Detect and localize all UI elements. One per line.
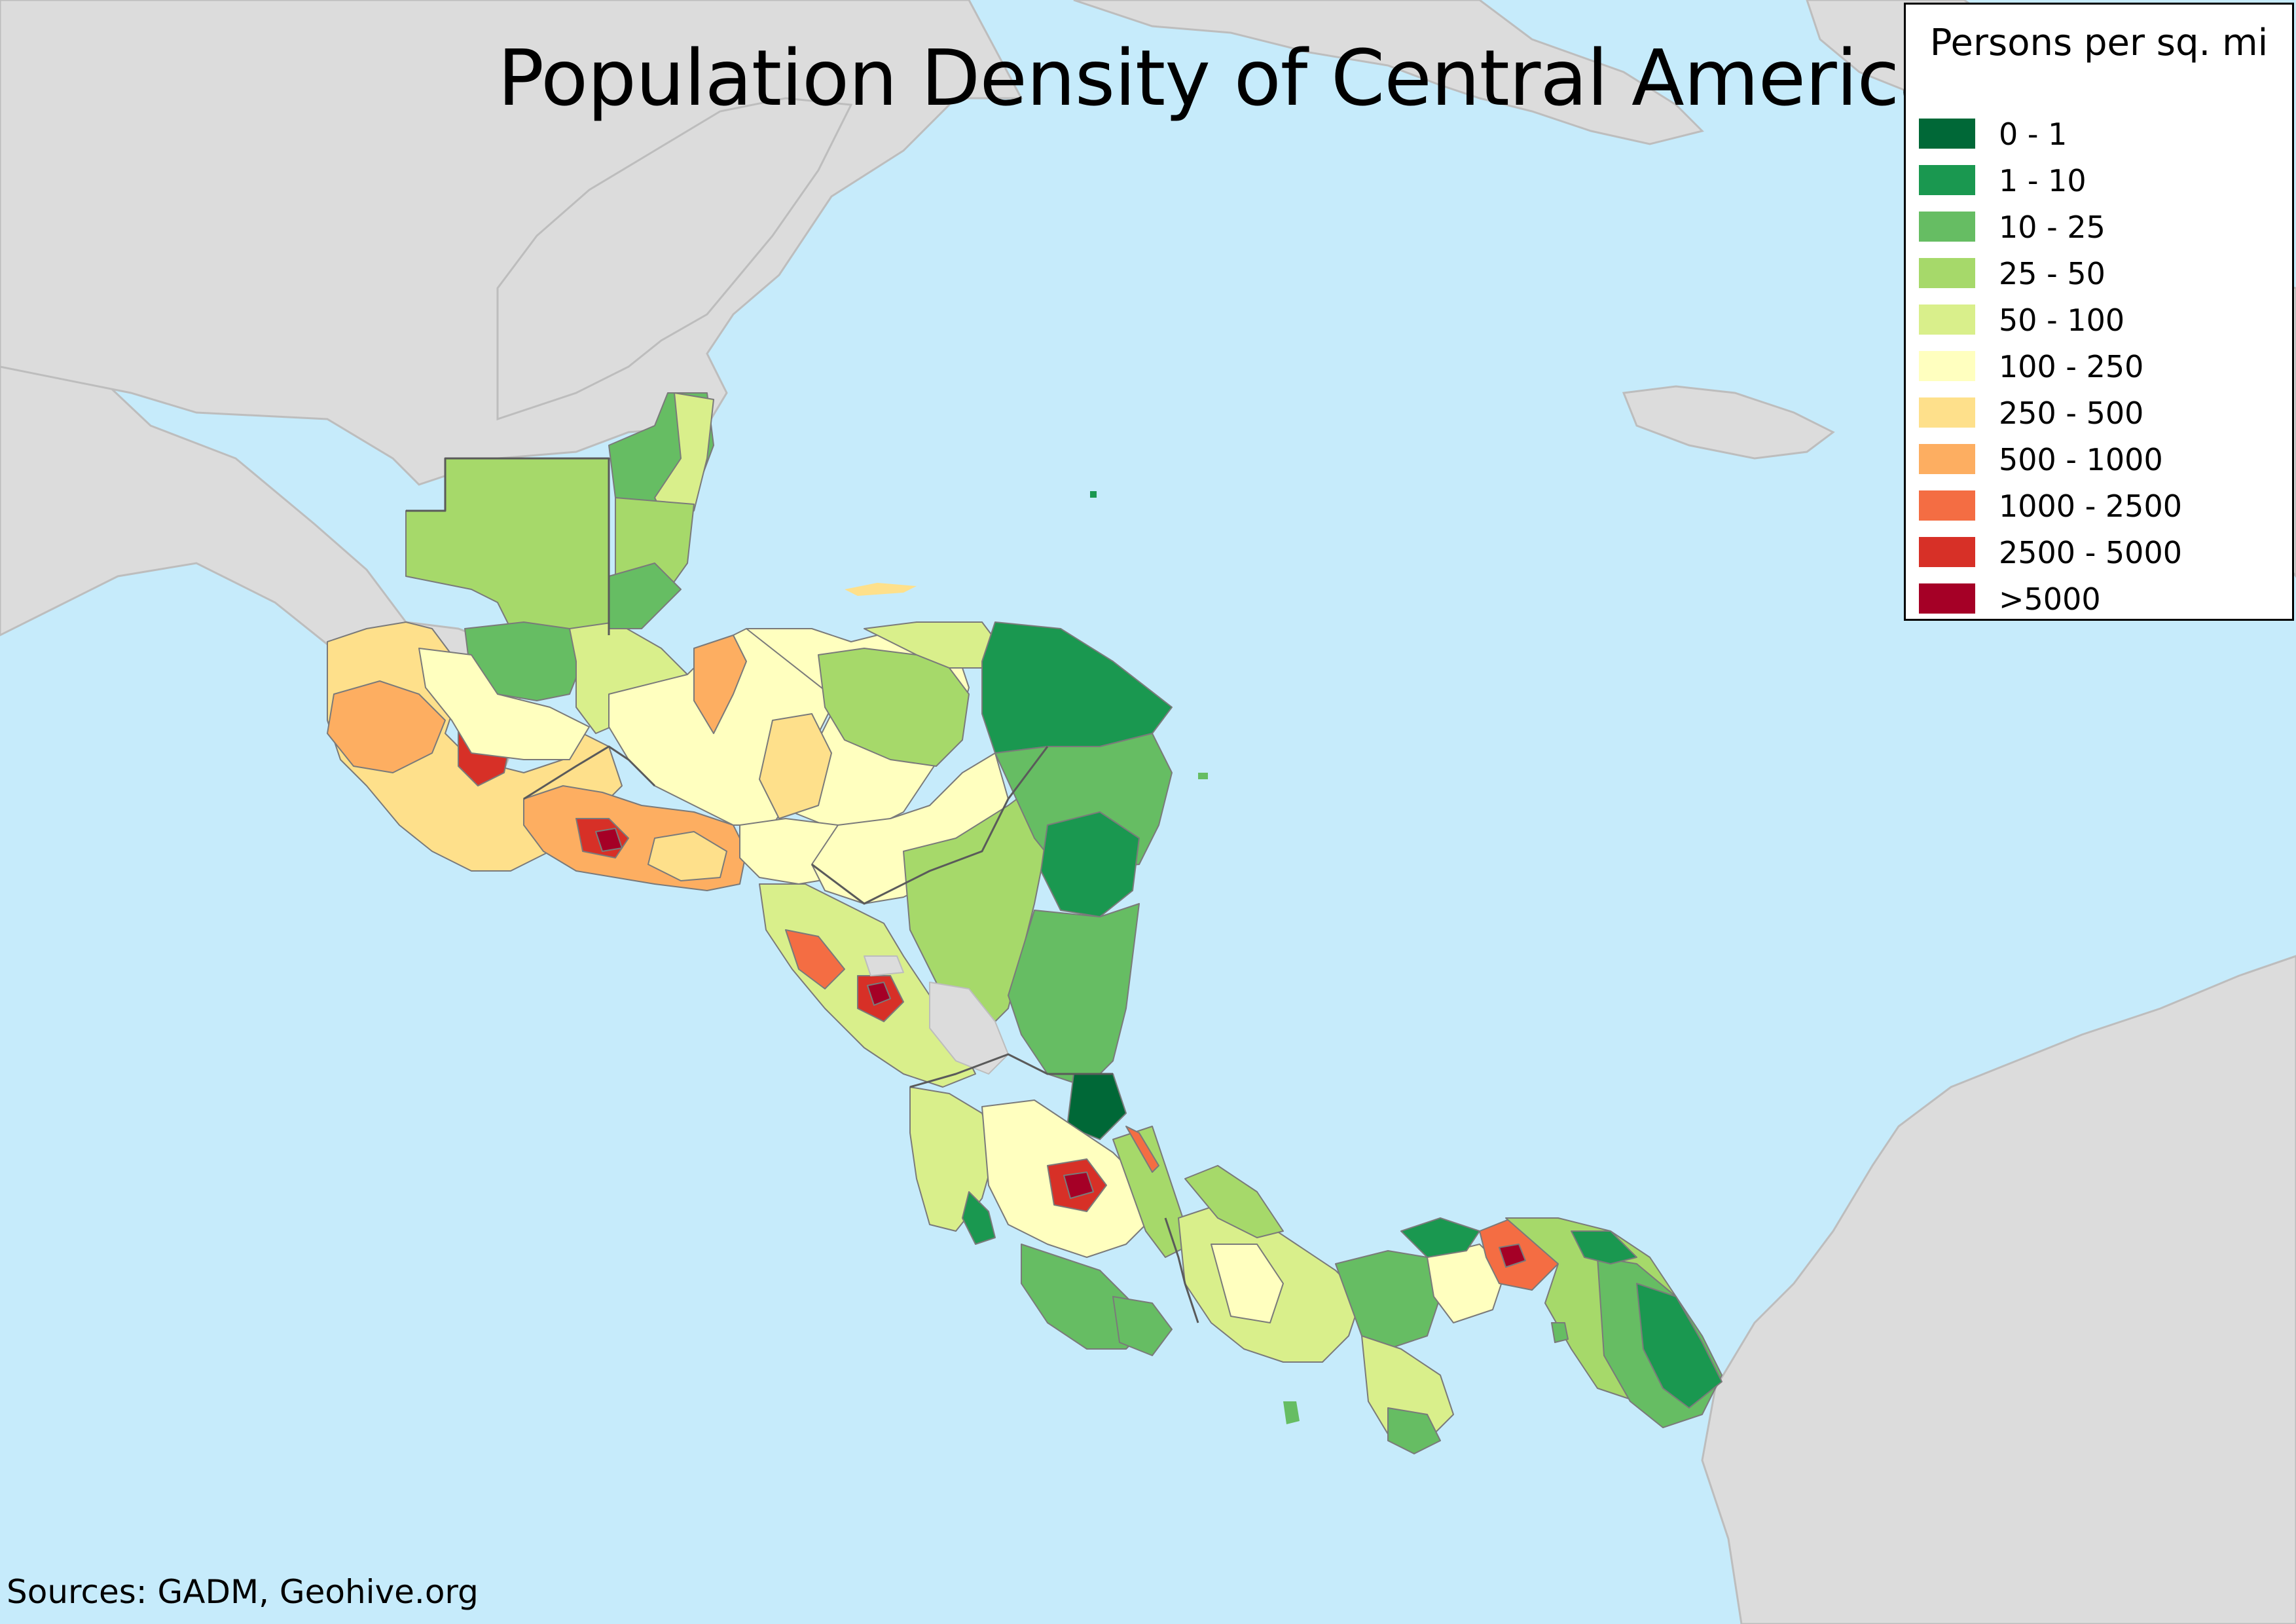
region-el-salvador-east: [647, 831, 727, 881]
region-chiriqui-central: [1211, 1244, 1284, 1323]
legend-item: 0 - 1: [1919, 116, 2286, 153]
legend-label: 0 - 1: [1999, 117, 2068, 152]
central-america-regions: [327, 392, 1722, 1454]
legend-swatch: [1919, 537, 1975, 567]
region-raas: [1008, 903, 1140, 1088]
region-azuero-south: [1387, 1407, 1441, 1454]
legend-item: 1000 - 2500: [1919, 488, 2286, 525]
region-darien-east: [1636, 1283, 1722, 1409]
legend-item: 25 - 50: [1919, 255, 2286, 292]
legend-item: 500 - 1000: [1919, 441, 2286, 478]
region-guatemala-east: [418, 648, 590, 760]
legend-label: 500 - 1000: [1999, 442, 2163, 477]
legend-item: 250 - 500: [1919, 395, 2286, 432]
border-guatemala-el-salvador: [523, 745, 656, 800]
region-cocle: [1427, 1244, 1506, 1323]
legend-label: 10 - 25: [1999, 210, 2105, 245]
region-bocas: [1184, 1165, 1284, 1238]
legend-label: 1 - 10: [1999, 163, 2086, 198]
legend-swatch: [1919, 212, 1975, 242]
lake-managua: [864, 955, 904, 976]
region-raan-interior: [1040, 811, 1140, 917]
region-chinandega: [785, 929, 845, 989]
region-azuero: [1361, 1335, 1454, 1441]
lake-nicaragua: [929, 982, 1009, 1075]
legend-swatch: [1919, 444, 1975, 474]
region-nicoya: [962, 1191, 996, 1245]
legend-swatch: [1919, 490, 1975, 521]
legend-item: 1 - 10: [1919, 162, 2286, 199]
legend-swatch: [1919, 351, 1975, 381]
legend-swatch: [1919, 165, 1975, 195]
region-olancho: [818, 648, 970, 767]
legend-item: 50 - 100: [1919, 302, 2286, 339]
region-limon-coast: [1125, 1126, 1159, 1173]
border-nicaragua-costa-rica: [909, 1053, 1113, 1088]
legend-title: Persons per sq. mi: [1929, 22, 2269, 64]
region-san-salvador-core: [595, 828, 623, 852]
island-swan: [1090, 491, 1097, 498]
legend-label: 50 - 100: [1999, 303, 2125, 338]
region-copan: [693, 635, 747, 734]
island-coiba: [1283, 1401, 1300, 1424]
legend-label: >5000: [1999, 581, 2101, 617]
region-panama-city-core: [1499, 1244, 1526, 1268]
region-guatemala-highland: [327, 680, 446, 773]
country-borders: [406, 457, 1199, 1323]
sources-caption: Sources: GADM, Geohive.org: [7, 1573, 479, 1611]
legend-label: 25 - 50: [1999, 256, 2105, 291]
legend-label: 1000 - 2500: [1999, 489, 2182, 524]
border-honduras-nicaragua: [811, 746, 1049, 905]
legend-label: 250 - 500: [1999, 396, 2144, 431]
region-colon-province: [1400, 1217, 1480, 1258]
cuba-land: [1073, 0, 1704, 145]
legend-swatch: [1919, 583, 1975, 614]
legend-item: 2500 - 5000: [1919, 534, 2286, 571]
region-san-jose-core: [1063, 1172, 1094, 1199]
region-comayagua: [759, 713, 832, 819]
region-managua-core: [867, 982, 891, 1006]
islands: [845, 491, 1300, 1424]
legend: Persons per sq. mi 0 - 1 1 - 10 10 - 25 …: [1904, 3, 2294, 621]
region-osa: [1112, 1296, 1173, 1356]
legend-swatch: [1919, 304, 1975, 335]
map-title: Population Density of Central America: [498, 33, 1946, 123]
legend-item: 100 - 250: [1919, 348, 2286, 385]
colombia-land: [1701, 955, 2296, 1624]
border-costa-rica-panama: [1164, 1217, 1199, 1323]
island-bay: [845, 583, 917, 596]
region-pearl-islands: [1551, 1322, 1569, 1343]
legend-label: 2500 - 5000: [1999, 535, 2182, 570]
legend-item: >5000: [1919, 581, 2286, 618]
legend-swatch: [1919, 119, 1975, 149]
region-kuna-yala: [1571, 1230, 1637, 1264]
legend-item: 10 - 25: [1919, 209, 2286, 246]
jamaica-land: [1622, 385, 1835, 460]
yucatan-land: [496, 97, 853, 421]
legend-swatch: [1919, 397, 1975, 428]
legend-swatch: [1919, 258, 1975, 288]
island-corn: [1198, 773, 1208, 779]
legend-label: 100 - 250: [1999, 349, 2144, 384]
